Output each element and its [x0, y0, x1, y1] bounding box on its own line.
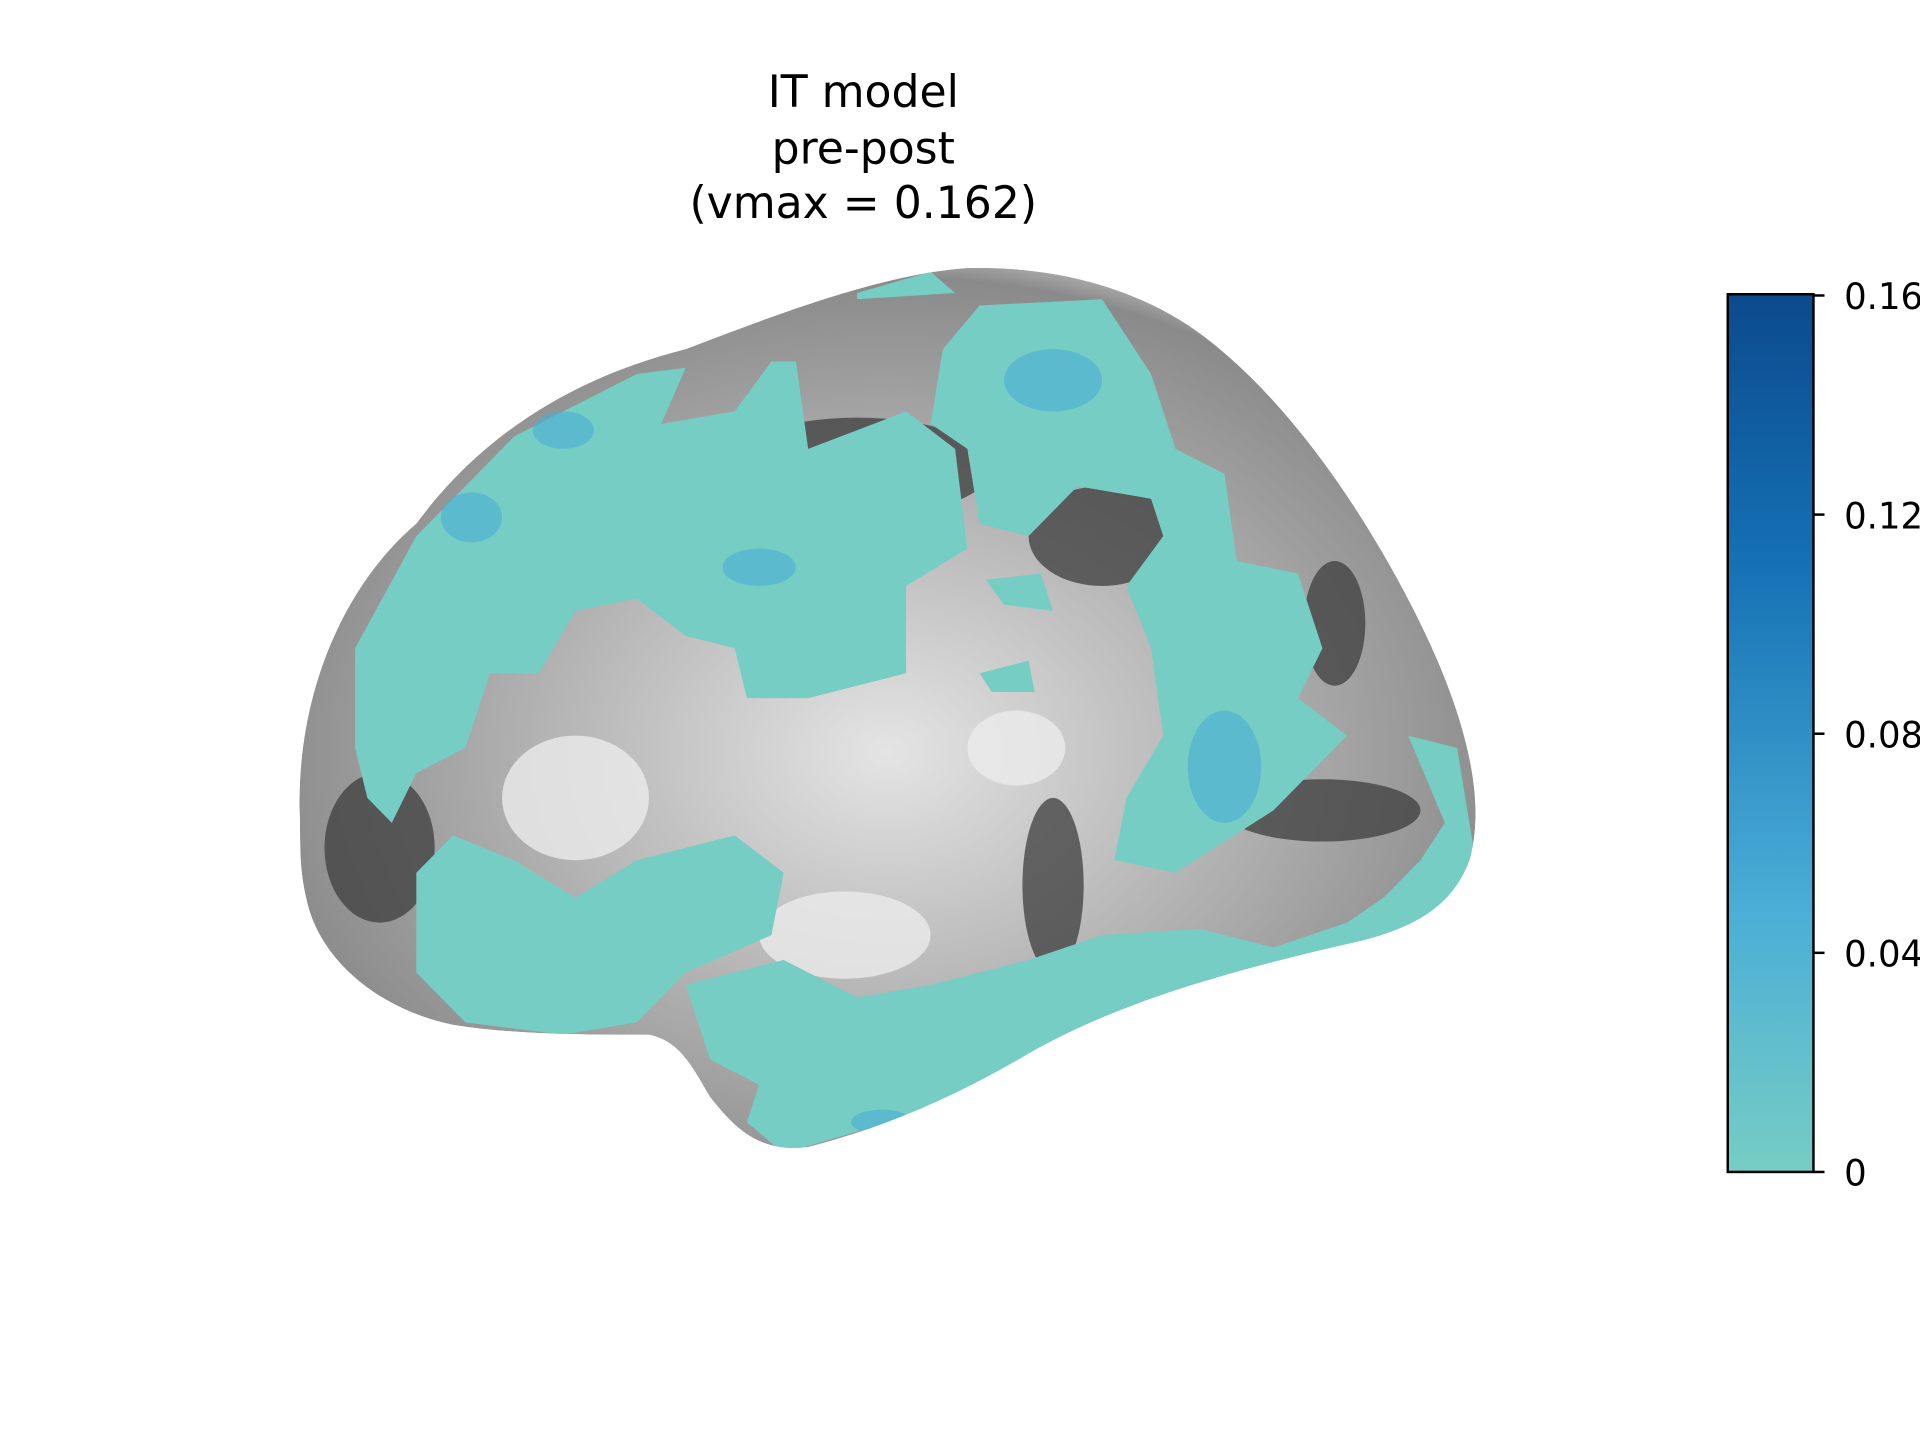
tick-label: 0.08 [1844, 715, 1920, 756]
colorbar-ticks: 0 0.04 0.08 0.12 0.16 [1813, 277, 1920, 1195]
tick-label: 0.04 [1844, 934, 1920, 975]
title-line: IT model [768, 67, 959, 118]
tick-label: 0.16 [1844, 277, 1920, 318]
title-line: pre-post [772, 123, 955, 174]
brain-surface [299, 267, 1476, 1148]
colorbar [1726, 292, 1815, 1174]
tick-label: 0.12 [1844, 496, 1920, 537]
title-line: (vmax = 0.162) [689, 178, 1037, 229]
tick-label: 0 [1844, 1153, 1867, 1194]
